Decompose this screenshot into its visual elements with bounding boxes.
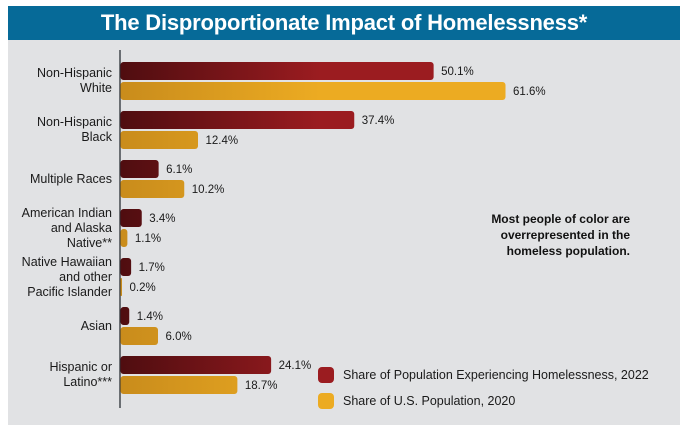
category-label-line: Pacific Islander [27, 284, 112, 299]
annotation-text: Most people of color are overrepresented… [491, 212, 630, 258]
label-homeless-6: 24.1% [279, 360, 312, 372]
category-label: Hispanic or Latino*** [49, 360, 112, 390]
category-label: Asian [81, 319, 112, 334]
label-homeless-5: 1.4% [137, 311, 163, 323]
category-label-line: Non-Hispanic [36, 66, 112, 80]
category-label-line: Hispanic or [49, 360, 112, 374]
label-homeless-1: 37.4% [362, 115, 395, 127]
label-population-1: 12.4% [206, 135, 239, 147]
bar-homeless-3 [120, 209, 142, 227]
bar-homeless-6 [120, 356, 272, 374]
legend-swatch [318, 367, 334, 383]
category-label-line: Native Hawaiian [21, 254, 112, 269]
legend-item: Share of Population Experiencing Homeles… [318, 362, 649, 388]
bar-homeless-2 [120, 160, 159, 178]
category-label-line: and Alaska [50, 220, 112, 235]
category-label: Native Hawaiian and other Pacific Islander [22, 255, 112, 300]
bar-population-3 [120, 229, 128, 247]
category-label: Non-Hispanic White [37, 66, 112, 96]
category-label-line: Asian [80, 318, 112, 333]
legend-label: Share of U.S. Population, 2020 [343, 394, 516, 408]
category-label: Non-Hispanic Black [37, 115, 112, 145]
category-label: Multiple Races [30, 172, 112, 187]
category-label: American Indian and Alaska Native** [22, 206, 112, 251]
title-band: The Disproportionate Impact of Homelessn… [8, 6, 680, 40]
label-homeless-2: 6.1% [166, 164, 192, 176]
category-label-line: Native** [66, 235, 112, 250]
bar-population-1 [120, 131, 198, 149]
label-homeless-3: 3.4% [149, 213, 175, 225]
bar-population-2 [120, 180, 185, 198]
category-label-line: Latino*** [63, 375, 112, 389]
legend-swatch [318, 393, 334, 409]
bar-homeless-0 [120, 62, 434, 80]
legend: Share of Population Experiencing Homeles… [318, 362, 649, 414]
bar-population-4 [120, 278, 122, 296]
chart-title: The Disproportionate Impact of Homelessn… [100, 10, 588, 35]
category-label-line: Non-Hispanic [36, 115, 112, 129]
bar-homeless-4 [120, 258, 132, 276]
bar-homeless-1 [120, 111, 355, 129]
bar-population-0 [120, 82, 506, 100]
legend-label: Share of Population Experiencing Homeles… [343, 368, 649, 382]
label-population-3: 1.1% [135, 233, 161, 245]
label-population-4: 0.2% [130, 282, 156, 294]
legend-item: Share of U.S. Population, 2020 [318, 388, 649, 414]
category-label-line: White [80, 81, 112, 95]
label-population-2: 10.2% [192, 184, 225, 196]
label-homeless-0: 50.1% [441, 66, 474, 78]
label-population-6: 18.7% [245, 380, 278, 392]
category-label-line: American Indian [21, 205, 112, 220]
label-population-0: 61.6% [513, 86, 546, 98]
category-label-line: Multiple Races [30, 171, 112, 186]
bar-population-6 [120, 376, 238, 394]
category-label-line: and other [59, 269, 112, 284]
bar-population-5 [120, 327, 158, 345]
label-homeless-4: 1.7% [139, 262, 165, 274]
label-population-5: 6.0% [166, 331, 192, 343]
bar-homeless-5 [120, 307, 130, 325]
category-label-line: Black [81, 130, 112, 144]
